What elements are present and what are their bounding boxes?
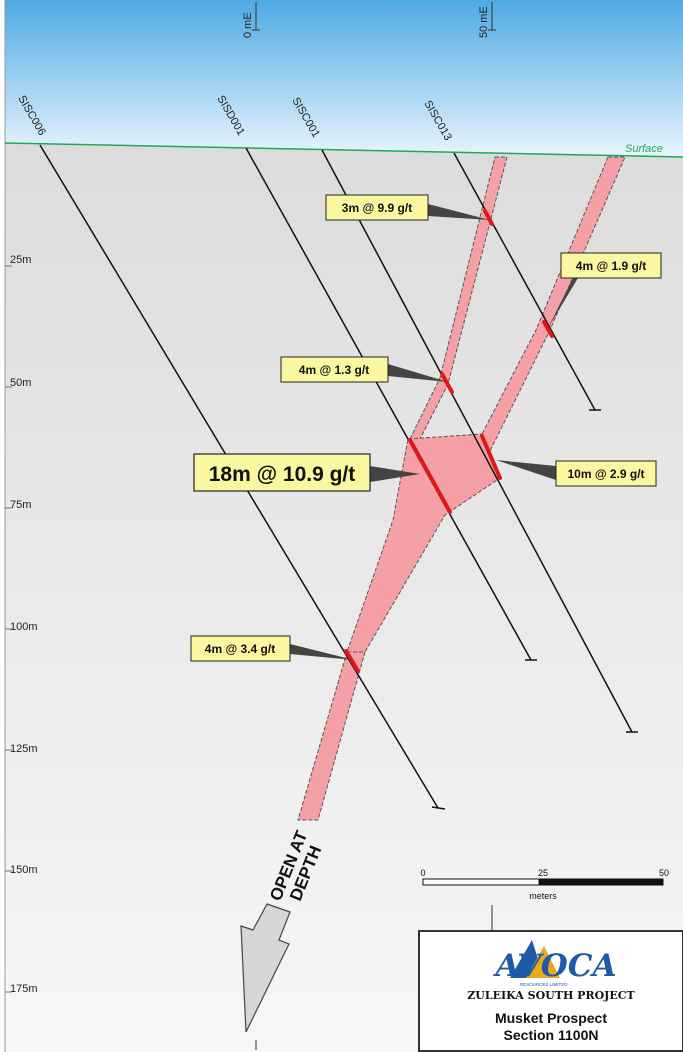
intercept-labels: 3m @ 9.9 g/t 4m @ 1.9 g/t 4m @ 1.3 g/t 1… bbox=[190, 194, 662, 662]
svg-text:AVOCA: AVOCA bbox=[492, 948, 616, 984]
drillhole-sisc001 bbox=[321, 149, 633, 733]
label-pointers bbox=[290, 204, 584, 660]
easting-ticks bbox=[252, 2, 496, 1050]
easting-label-50: 50 mE bbox=[478, 6, 490, 38]
intercept-label-sisc001: 4m @ 1.3 g/t bbox=[280, 356, 389, 383]
scale-unit: meters bbox=[529, 891, 557, 901]
depth-label-25: 25m bbox=[10, 254, 31, 266]
intercept-mark-2-9 bbox=[480, 434, 502, 480]
drillhole-sisc013 bbox=[453, 152, 596, 411]
intercept-mark-3-4 bbox=[344, 649, 360, 673]
ground-area bbox=[5, 143, 683, 1052]
open-at-depth-arrow bbox=[240, 903, 291, 1033]
intercept-label-right: 10m @ 2.9 g/t bbox=[555, 460, 657, 487]
drill-holes bbox=[39, 144, 638, 810]
lode-zones bbox=[297, 156, 626, 821]
project-name: ZULEIKA SOUTH PROJECT bbox=[467, 989, 635, 1002]
depth-label-75: 75m bbox=[10, 499, 31, 511]
svg-text:4m @ 1.3 g/t: 4m @ 1.3 g/t bbox=[299, 363, 369, 377]
scale-tick-50: 50 bbox=[659, 868, 669, 878]
scale-bar: 0 25 50 meters bbox=[420, 868, 669, 901]
section-name: Section 1100N bbox=[503, 1027, 599, 1043]
svg-text:18m @ 10.9 g/t: 18m @ 10.9 g/t bbox=[209, 463, 356, 486]
depth-label-175: 175m bbox=[10, 983, 38, 995]
lode-main bbox=[346, 433, 501, 653]
svg-text:4m @ 3.4 g/t: 4m @ 3.4 g/t bbox=[205, 642, 275, 656]
scale-tick-25: 25 bbox=[538, 868, 548, 878]
lode-upper-right bbox=[481, 156, 626, 453]
easting-label-0: 0 mE bbox=[242, 12, 254, 38]
intercept-label-upper-right: 4m @ 1.9 g/t bbox=[560, 252, 662, 279]
depth-label-100: 100m bbox=[10, 621, 38, 633]
svg-text:3m @ 9.9 g/t: 3m @ 9.9 g/t bbox=[342, 201, 412, 215]
intercept-mark-9-9 bbox=[483, 209, 494, 226]
depth-label-125: 125m bbox=[10, 743, 38, 755]
prospect-name: Musket Prospect bbox=[494, 1010, 608, 1026]
lode-tail bbox=[297, 651, 366, 821]
avoca-logo: AVOCA RESOURCES LIMITED bbox=[492, 940, 617, 987]
sky-area bbox=[5, 0, 683, 158]
depth-ticks bbox=[5, 265, 12, 993]
svg-text:RESOURCES LIMITED: RESOURCES LIMITED bbox=[520, 982, 568, 987]
intercept-mark-1-3 bbox=[440, 372, 454, 394]
intercept-label-main: 18m @ 10.9 g/t bbox=[193, 453, 371, 492]
title-block: AVOCA RESOURCES LIMITED ZULEIKA SOUTH PR… bbox=[418, 930, 683, 1052]
intercept-mark-10-9 bbox=[408, 438, 452, 514]
svg-text:10m @ 2.9 g/t: 10m @ 2.9 g/t bbox=[567, 467, 644, 481]
intercept-label-sisc013: 3m @ 9.9 g/t bbox=[325, 194, 429, 221]
intercept-marks bbox=[344, 209, 554, 673]
depth-labels: 25m 50m 75m 100m 125m 150m 175m bbox=[10, 254, 38, 995]
depth-label-50: 50m bbox=[10, 377, 31, 389]
intercept-mark-1-9 bbox=[542, 320, 554, 338]
surface-line bbox=[4, 142, 683, 158]
drillhole-sisd001 bbox=[245, 147, 532, 661]
scale-tick-0: 0 bbox=[420, 868, 425, 878]
svg-text:4m @ 1.9 g/t: 4m @ 1.9 g/t bbox=[576, 259, 646, 273]
intercept-label-deep: 4m @ 3.4 g/t bbox=[190, 635, 291, 662]
depth-label-150: 150m bbox=[10, 864, 38, 876]
surface-label: Surface bbox=[625, 143, 663, 155]
